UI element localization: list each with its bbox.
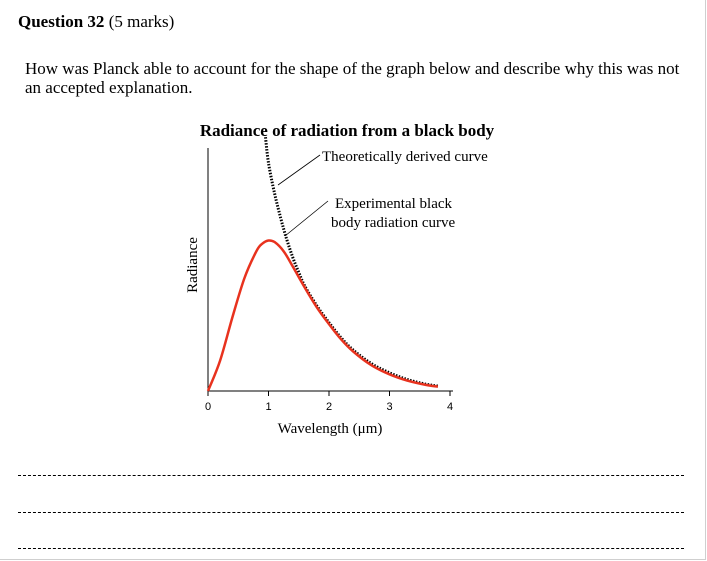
answer-line[interactable] — [18, 475, 684, 476]
question-heading: Question 32 (5 marks) — [18, 12, 174, 32]
blackbody-chart: Radiance of radiation from a black body … — [185, 121, 495, 437]
x-tick-label: 1 — [265, 401, 271, 413]
experimental-label-pointer — [284, 200, 329, 237]
x-tick-label: 0 — [205, 401, 211, 413]
x-axis-label: Wavelength (μm) — [278, 421, 383, 437]
x-tick-label: 4 — [447, 401, 453, 413]
question-number: Question 32 — [18, 12, 105, 31]
y-axis-label: Radiance — [185, 237, 201, 293]
question-marks: (5 marks) — [108, 12, 175, 31]
experimental-curve-label-line1: Experimental black — [335, 196, 453, 212]
x-tick-label: 3 — [386, 401, 392, 413]
theoretical-curve-label: Theoretically derived curve — [322, 149, 488, 165]
experimental-curve-label-line2: body radiation curve — [331, 215, 455, 231]
chart-title: Radiance of radiation from a black body — [200, 121, 495, 140]
experimental-curve — [206, 239, 439, 392]
x-tick-label: 2 — [326, 401, 332, 413]
question-text: How was Planck able to account for the s… — [25, 59, 680, 97]
theoretical-label-pointer — [277, 154, 321, 186]
answer-line[interactable] — [18, 548, 684, 549]
answer-line[interactable] — [18, 512, 684, 513]
